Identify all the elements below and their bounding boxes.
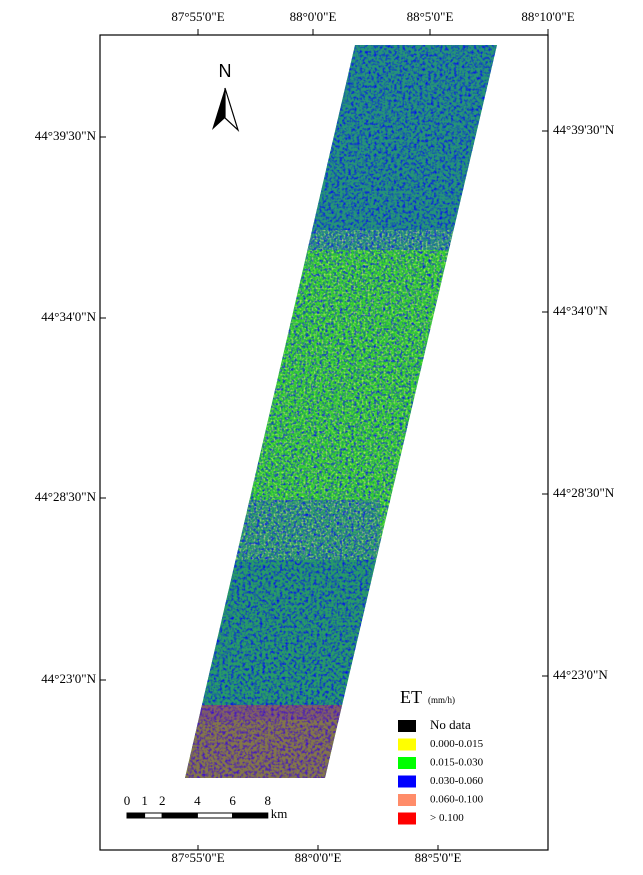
longitude-label: 88°5'0"E [415, 850, 462, 865]
scale-tick-label: 4 [194, 793, 201, 808]
legend-label: 0.015-0.030 [430, 757, 484, 769]
et-raster [180, 40, 500, 785]
legend-label: > 0.100 [430, 812, 464, 824]
legend-label: 0.030-0.060 [430, 775, 484, 787]
scale-segment [127, 813, 145, 818]
longitude-label: 88°0'0"E [290, 9, 337, 24]
longitude-label: 88°5'0"E [407, 9, 454, 24]
scale-tick-label: 6 [229, 793, 236, 808]
scale-tick-label: 2 [159, 793, 166, 808]
legend-unit: (mm/h) [428, 695, 455, 705]
scale-segment [233, 813, 268, 818]
legend-swatch [398, 794, 416, 806]
scale-tick-label: 1 [141, 793, 148, 808]
north-arrow: N [212, 61, 238, 130]
latitude-label: 44°23'0"N [553, 667, 608, 682]
longitude-label: 87°55'0"E [171, 9, 224, 24]
scale-segment [197, 813, 232, 818]
latitude-label: 44°23'0"N [41, 671, 96, 686]
legend-swatch [398, 739, 416, 751]
longitude-label: 88°10'0"E [521, 9, 574, 24]
latitude-label: 44°39'30"N [35, 128, 97, 143]
longitude-label: 87°55'0"E [171, 850, 224, 865]
scale-unit: km [271, 806, 288, 821]
latitude-label: 44°28'30"N [553, 485, 615, 500]
latitude-label: 44°39'30"N [553, 122, 615, 137]
legend-title: ET [400, 687, 422, 707]
latitude-label: 44°34'0"N [553, 303, 608, 318]
legend-label: 0.000-0.015 [430, 738, 484, 750]
legend-swatch [398, 720, 416, 732]
latitude-label: 44°28'30"N [35, 489, 97, 504]
north-label: N [219, 61, 232, 81]
legend-swatch [398, 813, 416, 825]
legend-label: 0.060-0.100 [430, 794, 484, 806]
scale-tick-label: 0 [124, 793, 131, 808]
map-figure: N ET (mm/h) 87°55'0"E 88°0'0"E 88°5'0"E 88°… [0, 0, 643, 870]
latitude-label: 44°34'0"N [41, 309, 96, 324]
legend-swatch [398, 776, 416, 788]
scale-segment [145, 813, 163, 818]
legend-swatch [398, 757, 416, 769]
scale-segment [162, 813, 197, 818]
legend-label: No data [430, 717, 471, 732]
longitude-label: 88°0'0"E [295, 850, 342, 865]
